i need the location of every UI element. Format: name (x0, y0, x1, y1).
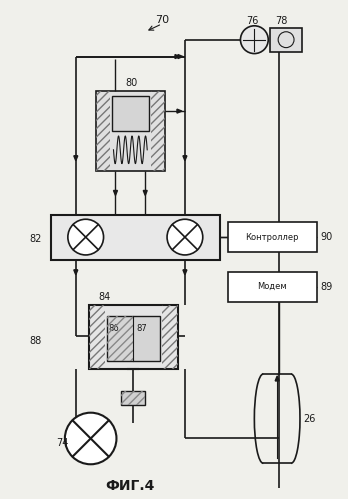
Text: 88: 88 (29, 336, 41, 346)
Text: 80: 80 (125, 78, 138, 88)
Polygon shape (74, 429, 78, 434)
Circle shape (65, 413, 117, 464)
Polygon shape (256, 38, 261, 42)
Bar (270, 28, 302, 51)
Bar (96, 91, 165, 171)
Polygon shape (177, 109, 182, 113)
Bar (151, 91, 165, 171)
Circle shape (167, 219, 203, 255)
Text: 76: 76 (246, 16, 259, 26)
Polygon shape (143, 191, 147, 196)
Bar (111, 96, 149, 131)
Bar (106, 316, 133, 361)
Text: Контроллер: Контроллер (245, 233, 299, 242)
Bar (106, 316, 160, 361)
Polygon shape (91, 334, 96, 338)
Text: 90: 90 (321, 232, 333, 242)
Polygon shape (230, 235, 235, 239)
Circle shape (68, 219, 104, 255)
Bar (89, 304, 104, 369)
Text: 86: 86 (109, 324, 119, 333)
Text: 87: 87 (136, 324, 147, 333)
Text: 89: 89 (321, 282, 333, 292)
Circle shape (240, 26, 268, 53)
Text: ФИГ.4: ФИГ.4 (106, 479, 155, 493)
Bar (121, 391, 145, 405)
Bar (228, 222, 317, 252)
Bar (51, 215, 220, 260)
Text: Модем: Модем (258, 282, 287, 291)
Bar (162, 304, 178, 369)
Polygon shape (113, 191, 118, 196)
Polygon shape (183, 156, 187, 161)
Text: 82: 82 (29, 234, 41, 244)
Bar (89, 304, 178, 369)
Bar (96, 91, 110, 171)
Polygon shape (74, 270, 78, 275)
Polygon shape (175, 54, 180, 58)
Text: 26: 26 (303, 414, 315, 424)
Polygon shape (74, 156, 78, 161)
Bar (121, 391, 145, 405)
Text: 74: 74 (56, 439, 68, 449)
Bar (228, 272, 317, 301)
Polygon shape (178, 54, 183, 58)
Polygon shape (183, 270, 187, 275)
Polygon shape (232, 235, 237, 239)
Text: 84: 84 (98, 291, 111, 301)
Polygon shape (275, 376, 279, 381)
Text: 70: 70 (155, 15, 169, 25)
Polygon shape (171, 334, 176, 338)
Text: 78: 78 (275, 16, 287, 26)
